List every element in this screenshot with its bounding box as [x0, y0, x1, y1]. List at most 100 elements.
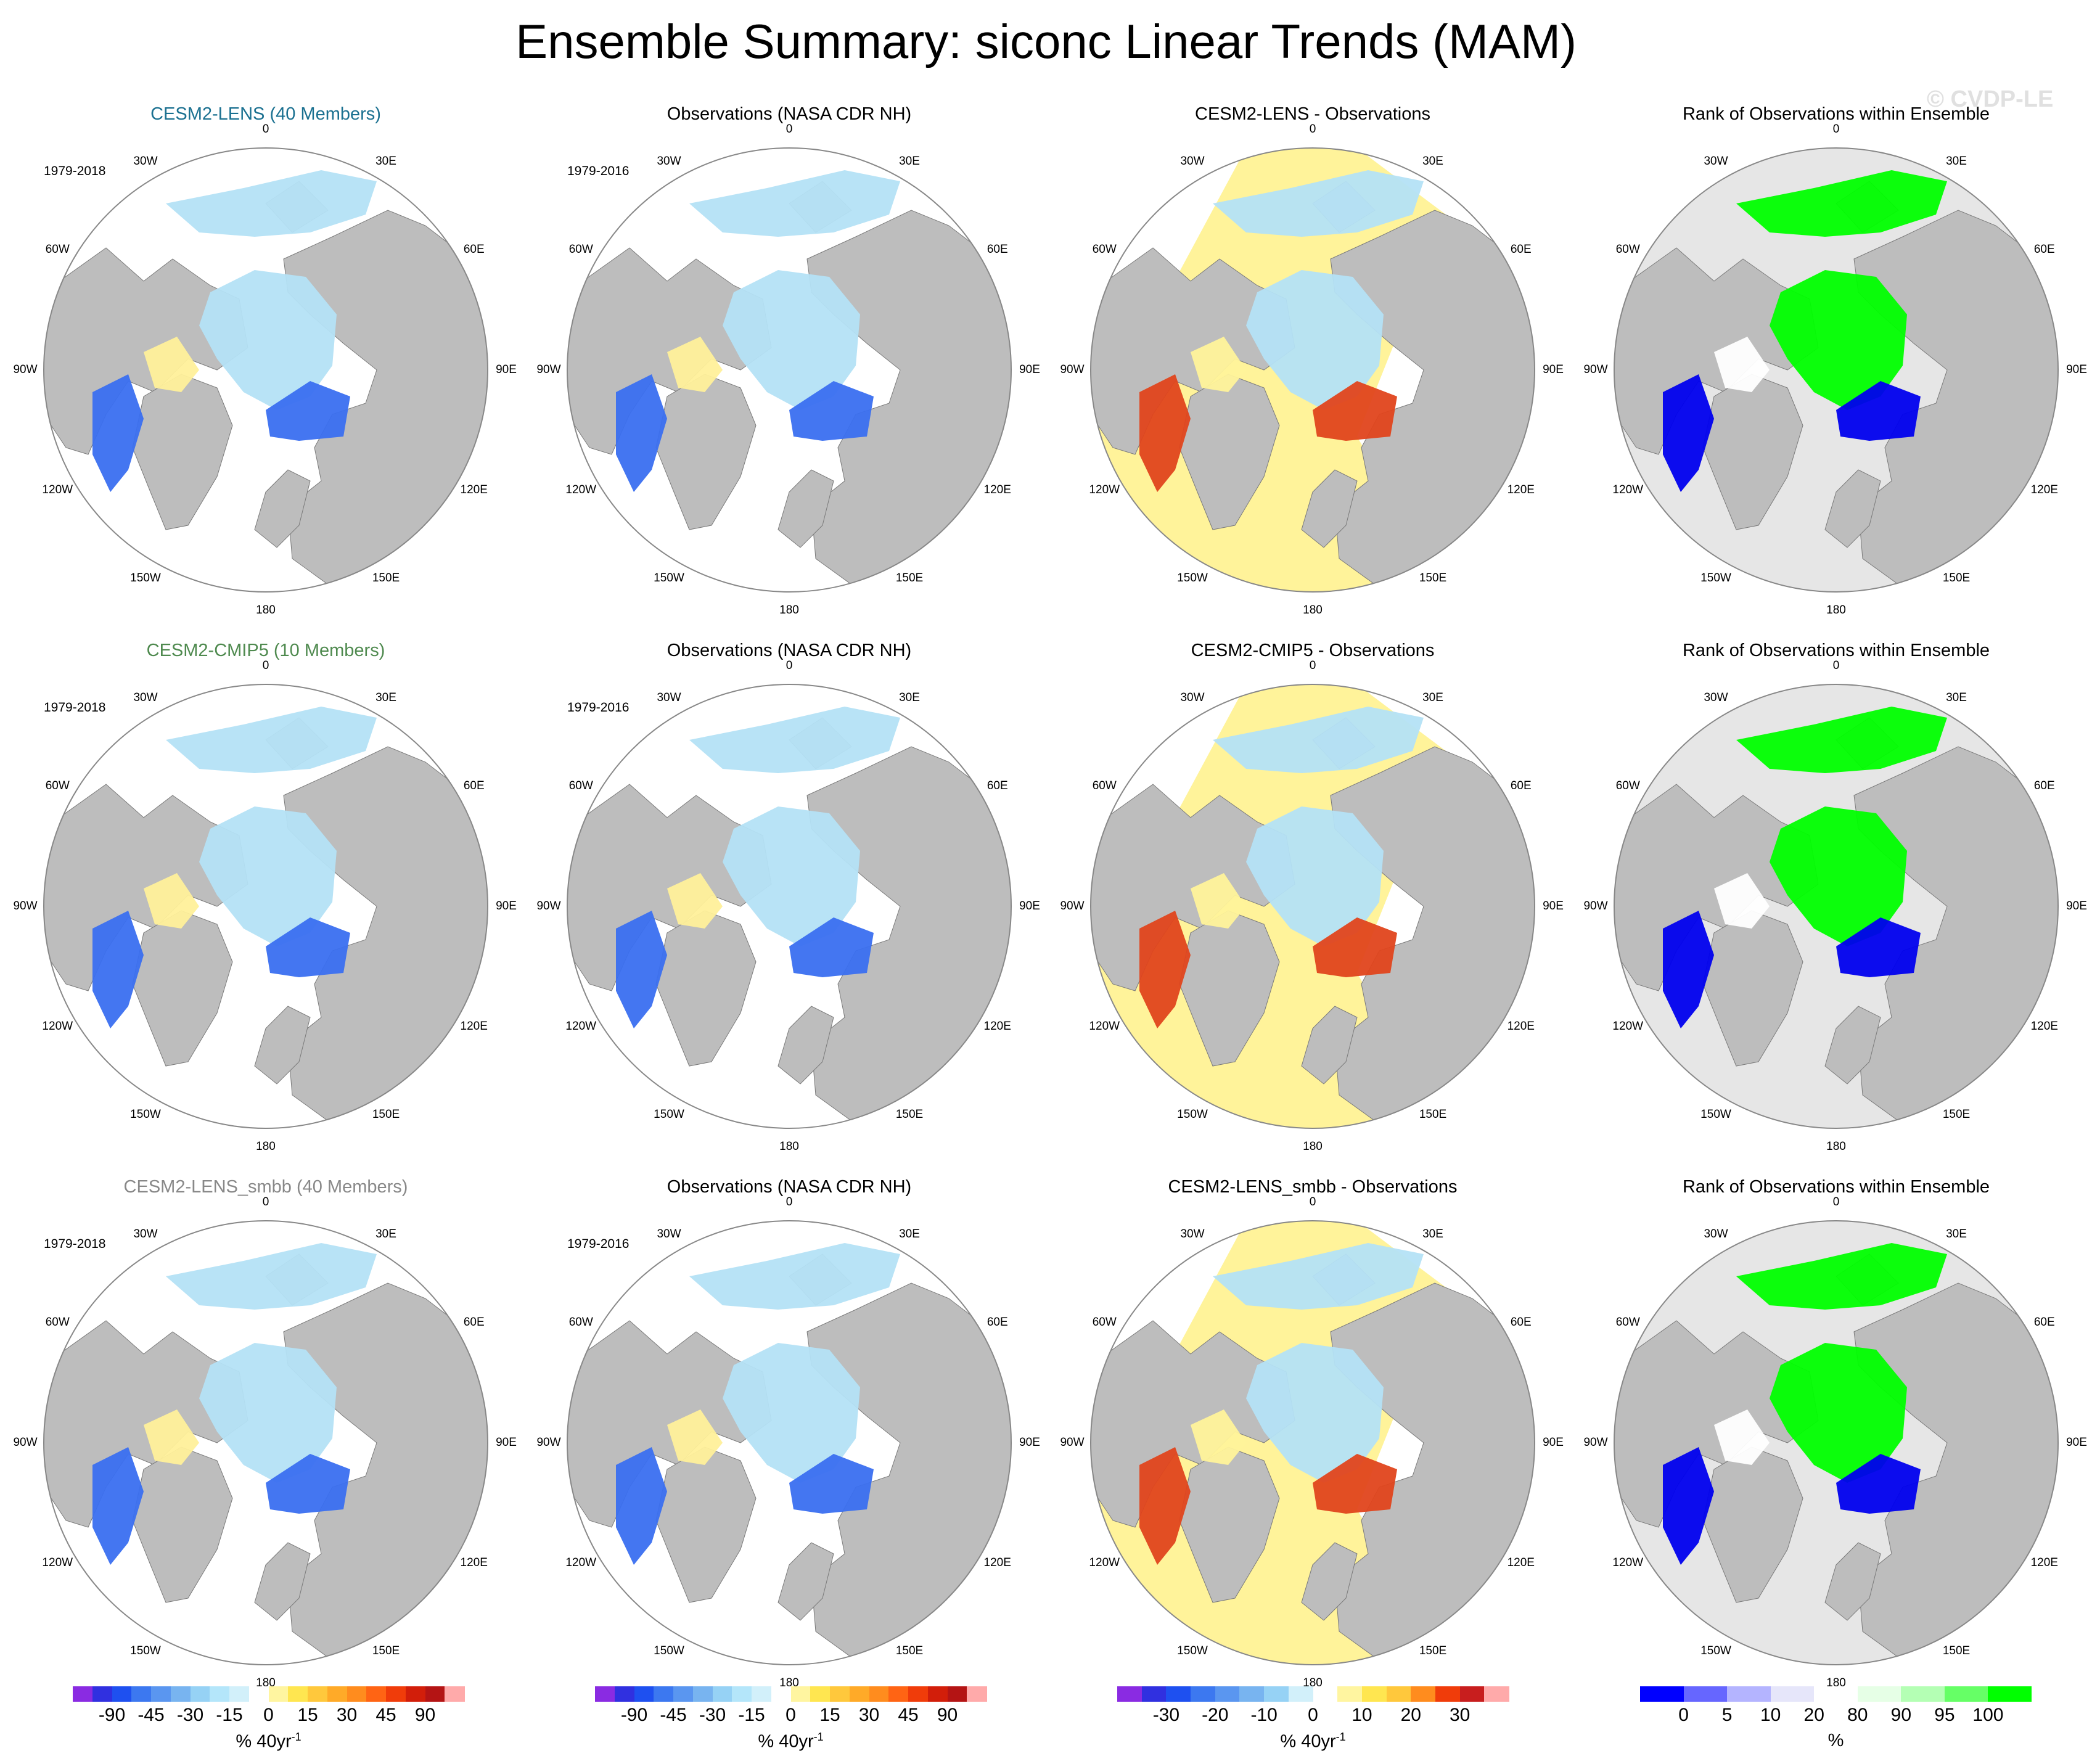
longitude-label: 120W — [565, 1020, 597, 1033]
longitude-label: 150W — [1700, 1644, 1731, 1657]
longitude-label: 60E — [1510, 1316, 1532, 1329]
ice-field-arctic — [199, 1343, 337, 1483]
polar-map — [43, 1220, 488, 1665]
colorbar-swatch — [92, 1686, 112, 1702]
colorbar-swatch — [830, 1686, 850, 1702]
ice-field-bering — [689, 170, 900, 237]
colorbar-swatch — [967, 1686, 987, 1702]
colorbar-unit-exponent: -1 — [813, 1731, 824, 1743]
longitude-label: 180 — [779, 604, 799, 617]
colorbar-swatch — [386, 1686, 406, 1702]
panel-title: CESM2-LENS (40 Members) — [150, 104, 381, 124]
ice-field-arctic — [723, 1343, 860, 1483]
polar-map — [567, 684, 1012, 1129]
ice-field-barents — [1313, 1454, 1397, 1514]
colorbar-swatch — [1640, 1686, 1684, 1702]
colorbar-swatch — [1411, 1686, 1436, 1702]
longitude-label: 90W — [536, 900, 561, 913]
longitude-label: 0 — [786, 659, 793, 672]
ice-field-barents — [1313, 381, 1397, 441]
land-eurasia — [1330, 746, 1535, 1125]
land-scandinavia — [254, 469, 311, 548]
longitude-label: 90W — [1060, 1436, 1085, 1449]
longitude-label: 90W — [536, 1436, 561, 1449]
colorbar-swatch — [595, 1686, 615, 1702]
polar-map — [1090, 147, 1535, 593]
longitude-label: 60W — [45, 1316, 70, 1329]
panel-title: CESM2-CMIP5 - Observations — [1191, 641, 1435, 660]
map-border — [43, 147, 488, 593]
panel-period: 1979-2018 — [44, 700, 106, 715]
colorbar-tick-label: -20 — [1202, 1705, 1229, 1725]
longitude-label: 60E — [463, 1316, 485, 1329]
longitude-label: 90W — [13, 363, 38, 376]
polar-map — [1090, 1220, 1535, 1665]
longitude-label: 150W — [1177, 1107, 1208, 1121]
colorbar-tick-label: 95 — [1934, 1705, 1955, 1725]
colorbar-swatch — [73, 1686, 93, 1702]
ice-field-hudson — [1714, 337, 1770, 392]
colorbar-tick-label: 20 — [1803, 1705, 1824, 1725]
ice-field-barents — [1836, 381, 1921, 441]
ice-field-labrador — [616, 911, 667, 1028]
colorbar-tick-label: 45 — [375, 1705, 396, 1725]
longitude-label: 0 — [1832, 123, 1840, 136]
colorbar-tick-label: 90 — [937, 1705, 958, 1725]
ice-field-arctic — [1770, 270, 1907, 410]
panel-period: 1979-2016 — [567, 1237, 630, 1251]
colorbar-unit: % 40yr-1 — [176, 1731, 361, 1752]
ice-field-labrador — [1663, 1447, 1714, 1565]
longitude-label: 60W — [568, 1316, 593, 1329]
longitude-label: 30E — [1422, 155, 1443, 168]
longitude-label: 60W — [1092, 779, 1117, 792]
longitude-label: 30W — [1180, 155, 1205, 168]
ice-field-arctic — [1770, 1343, 1907, 1483]
colorbar-swatch — [288, 1686, 308, 1702]
ice-field-labrador — [1139, 911, 1191, 1028]
land-eurasia — [283, 210, 488, 588]
colorbar-tick-label: 10 — [1352, 1705, 1372, 1725]
longitude-label: 60E — [463, 243, 485, 256]
longitude-label: 90W — [1583, 1436, 1608, 1449]
colorbar-tick-label: -10 — [1250, 1705, 1278, 1725]
colorbar-swatch — [634, 1686, 654, 1702]
longitude-label: 120E — [460, 1556, 488, 1569]
longitude-label: 0 — [1832, 659, 1840, 672]
longitude-label: 30W — [1180, 1228, 1205, 1241]
longitude-label: 0 — [1309, 123, 1316, 136]
colorbar-swatch — [1857, 1686, 1901, 1702]
longitude-label: 90E — [1019, 900, 1040, 913]
colorbar-tick-label: -45 — [137, 1705, 165, 1725]
colorbar-swatch — [927, 1686, 948, 1702]
watermark: © CVDP-LE — [1927, 86, 2054, 112]
longitude-label: 90W — [13, 900, 38, 913]
ice-field-arctic — [199, 806, 337, 946]
longitude-label: 60W — [568, 779, 593, 792]
ice-field-hudson — [667, 337, 723, 392]
longitude-label: 120E — [1507, 483, 1535, 496]
colorbar-swatch — [810, 1686, 831, 1702]
colorbar-tick-label: 5 — [1721, 1705, 1733, 1725]
ice-field-hudson — [1191, 1409, 1246, 1465]
ice-field-bering — [1213, 1243, 1424, 1310]
colorbar-unit: % — [1744, 1731, 1929, 1751]
colorbar-tick-label: -15 — [738, 1705, 765, 1725]
longitude-label: 90W — [536, 363, 561, 376]
longitude-label: 120W — [42, 1020, 73, 1033]
longitude-label: 60E — [987, 779, 1008, 792]
longitude-label: 30E — [899, 691, 920, 705]
longitude-label: 60E — [463, 779, 485, 792]
ice-field-arctic — [1246, 1343, 1384, 1483]
longitude-label: 60W — [45, 243, 70, 256]
land-greenland — [1179, 374, 1280, 530]
longitude-label: 120E — [460, 483, 488, 496]
colorbar-swatch — [1288, 1686, 1313, 1702]
longitude-label: 60W — [1092, 1316, 1117, 1329]
colorbar-swatch — [210, 1686, 230, 1702]
colorbar-swatch — [445, 1686, 465, 1702]
longitude-label: 180 — [779, 1676, 799, 1689]
colorbar-swatch — [1361, 1686, 1387, 1702]
ice-field-labrador — [92, 911, 144, 1028]
longitude-label: 120W — [1612, 1020, 1644, 1033]
colorbar-swatch — [1770, 1686, 1815, 1702]
